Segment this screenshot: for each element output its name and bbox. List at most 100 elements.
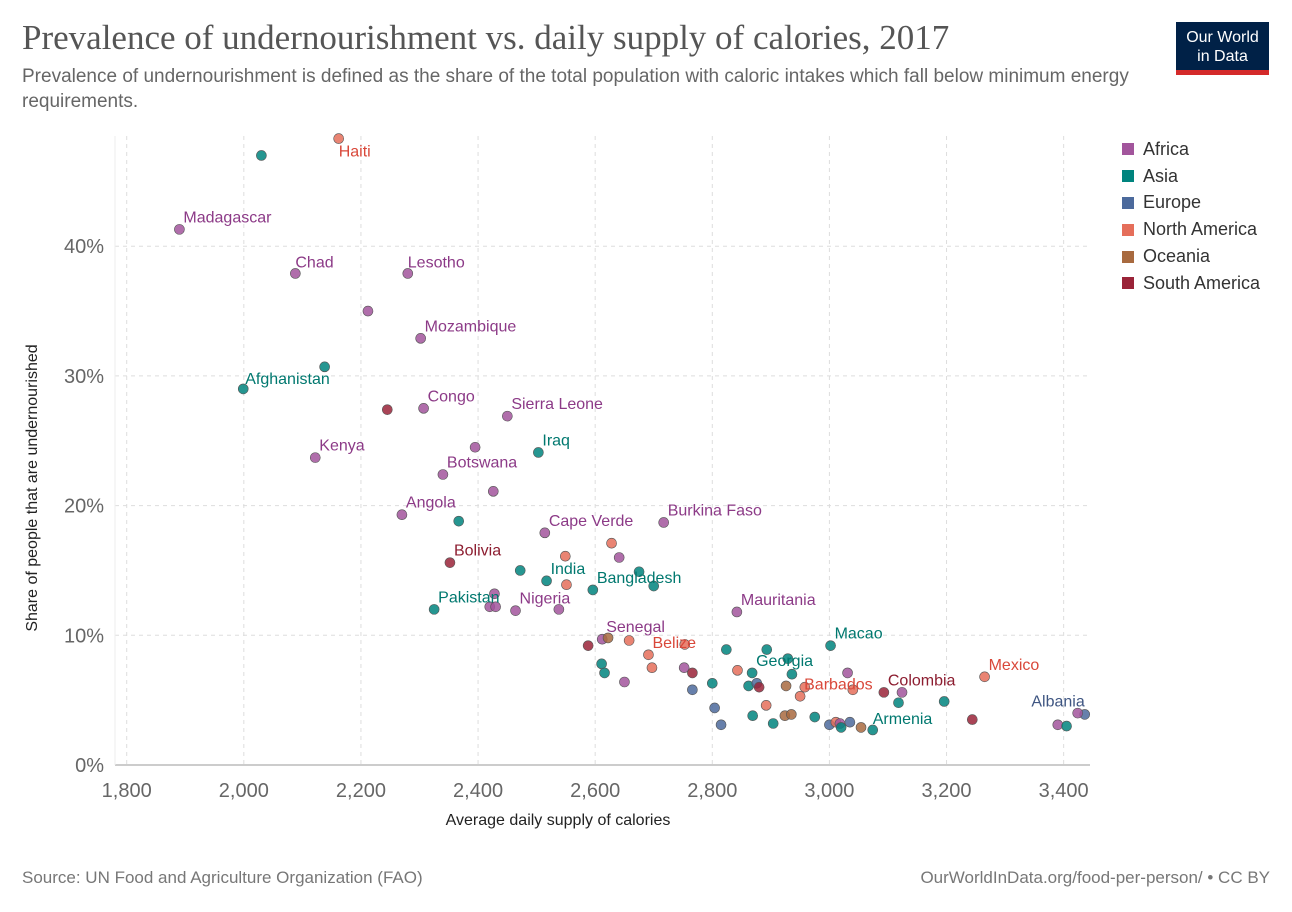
data-point: [602, 632, 614, 644]
point-label: Mauritania: [741, 592, 816, 609]
owid-logo[interactable]: Our World in Data: [1176, 22, 1269, 75]
y-tick-label: 40%: [64, 236, 104, 258]
data-point: [582, 640, 594, 651]
data-point: [561, 579, 572, 591]
point-label: Madagascar: [183, 209, 272, 226]
data-point: [514, 565, 526, 576]
data-point: [844, 716, 856, 728]
data-point: [510, 605, 521, 616]
legend-label: Africa: [1143, 138, 1190, 159]
legend-item-africa[interactable]: Africa: [1122, 136, 1260, 163]
point-label: Bolivia: [454, 543, 501, 560]
legend-item-south-america[interactable]: South America: [1122, 270, 1260, 297]
point-label: Burkina Faso: [668, 502, 762, 519]
y-tick-label: 0%: [75, 755, 104, 777]
data-point: [541, 575, 552, 587]
data-point: [490, 601, 501, 613]
data-point: [428, 604, 440, 615]
chart-title: Prevalence of undernourishment vs. daily…: [22, 18, 950, 57]
data-point: [415, 333, 426, 344]
data-point: [437, 469, 449, 480]
data-point: [1072, 707, 1084, 719]
point-label: Nigeria: [520, 591, 571, 608]
point-label: Botswana: [447, 454, 517, 471]
point-label: Bangladesh: [597, 570, 682, 587]
point-label: Georgia: [756, 653, 813, 670]
point-label: Mozambique: [425, 318, 517, 335]
y-axis-label: Share of people that are undernourished: [24, 344, 41, 632]
legend-item-north-america[interactable]: North America: [1122, 216, 1260, 243]
data-point: [678, 662, 690, 674]
point-label: Senegal: [606, 619, 665, 636]
legend-item-asia[interactable]: Asia: [1122, 163, 1260, 190]
y-tick-label: 10%: [64, 625, 104, 647]
legend-swatch: [1122, 250, 1134, 263]
data-point: [715, 719, 727, 731]
point-label: Haiti: [339, 144, 371, 161]
data-point: [746, 667, 758, 679]
source-note[interactable]: Source: UN Food and Agriculture Organiza…: [22, 868, 423, 887]
data-point: [396, 509, 408, 520]
x-tick-label: 2,200: [336, 780, 386, 802]
data-point: [799, 681, 811, 693]
data-point: [794, 690, 806, 702]
data-point: [878, 687, 890, 698]
data-point: [646, 662, 658, 674]
point-label: Afghanistan: [245, 371, 330, 388]
data-point: [599, 667, 610, 679]
data-point: [613, 552, 625, 563]
data-point: [489, 588, 500, 600]
point-label: Macao: [835, 626, 883, 643]
legend-item-europe[interactable]: Europe: [1122, 190, 1260, 217]
point-label: Chad: [295, 254, 333, 271]
data-point: [362, 305, 374, 317]
legend-label: South America: [1143, 272, 1261, 293]
point-label: Kenya: [319, 438, 364, 455]
data-point: [402, 268, 414, 279]
data-point: [174, 224, 185, 235]
data-point: [256, 150, 267, 161]
data-point: [633, 566, 645, 578]
data-point: [731, 606, 743, 618]
data-point: [721, 644, 732, 655]
data-point: [333, 133, 344, 144]
y-tick-label: 20%: [64, 496, 104, 518]
data-point: [780, 680, 792, 692]
data-point: [487, 486, 499, 497]
chart-subtitle: Prevalence of undernourishment is define…: [22, 66, 1129, 112]
data-point: [658, 517, 669, 528]
data-point: [539, 527, 551, 539]
x-tick-label: 3,200: [922, 780, 972, 802]
legend-label: North America: [1143, 219, 1258, 240]
data-point: [237, 383, 249, 395]
legend: Africa Asia Europe North America Oceania…: [1122, 136, 1260, 297]
data-point: [687, 667, 698, 679]
data-point: [786, 709, 797, 720]
x-tick-label: 2,600: [570, 780, 620, 802]
point-label: Congo: [428, 388, 475, 405]
y-tick-label: 30%: [64, 366, 104, 388]
data-point: [893, 697, 904, 709]
point-label: Sierra Leone: [511, 396, 603, 413]
data-point: [623, 635, 635, 646]
data-point: [606, 537, 617, 549]
data-point: [679, 639, 691, 650]
data-point: [309, 452, 321, 463]
legend-label: Asia: [1143, 165, 1179, 186]
data-point: [1052, 719, 1064, 731]
data-point: [786, 668, 798, 680]
logo-line-1: Our World: [1186, 29, 1259, 46]
data-point: [587, 584, 599, 596]
legend-label: Europe: [1143, 192, 1202, 213]
data-point: [687, 684, 698, 696]
x-axis-label: Average daily supply of calories: [445, 812, 671, 829]
data-point: [418, 403, 429, 414]
credit-link[interactable]: OurWorldInData.org/food-per-person/ • CC…: [920, 868, 1270, 887]
x-tick-label: 2,800: [687, 780, 737, 802]
legend-item-oceania[interactable]: Oceania: [1122, 243, 1260, 270]
data-point: [760, 700, 772, 711]
data-point: [706, 677, 718, 689]
data-point: [453, 515, 465, 527]
data-point: [533, 447, 544, 458]
